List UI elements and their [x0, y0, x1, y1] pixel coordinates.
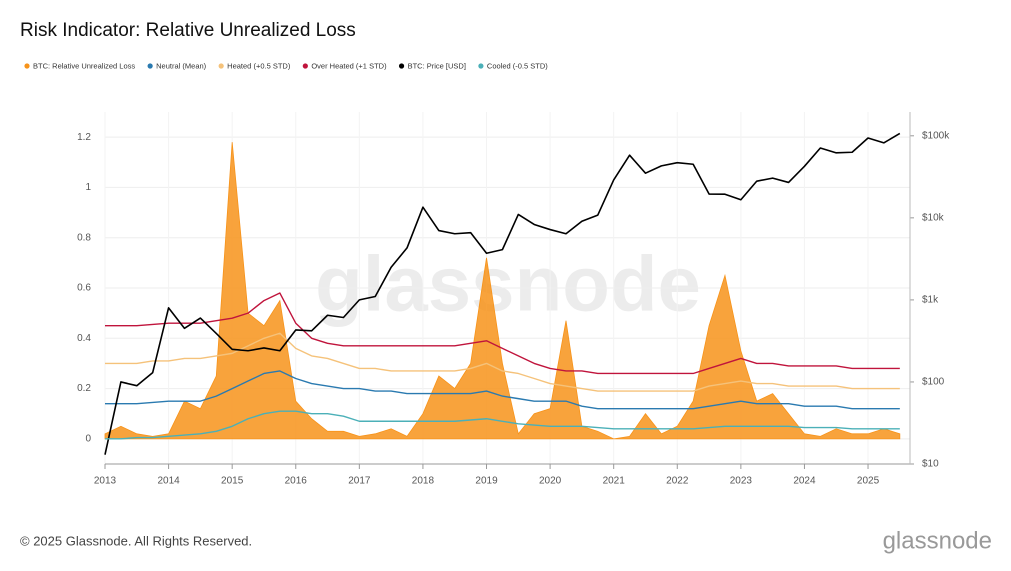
y2-tick-label: $100k	[922, 130, 950, 141]
legend-marker	[218, 63, 224, 69]
legend-label: Neutral (Mean)	[156, 61, 207, 70]
legend-label: BTC: Relative Unrealized Loss	[33, 61, 135, 70]
x-tick-label: 2013	[94, 476, 117, 487]
line	[105, 292, 900, 375]
legend-marker	[24, 63, 30, 69]
legend-marker	[302, 63, 308, 69]
y2-tick-label: $10	[922, 459, 939, 470]
legend-label: Cooled (-0.5 STD)	[487, 61, 548, 70]
y-tick-label: 1.2	[77, 132, 91, 143]
y-tick-label: 1	[85, 182, 91, 193]
x-tick-label: 2015	[221, 476, 244, 487]
legend-marker	[478, 63, 484, 69]
line	[105, 410, 900, 440]
area	[104, 142, 901, 440]
logo: glassnode	[883, 527, 992, 554]
line	[105, 332, 900, 392]
x-tick-label: 2023	[730, 476, 753, 487]
y-tick-label: 0.2	[77, 383, 91, 394]
y-tick-label: 0.8	[77, 232, 91, 243]
legend-label: BTC: Price [USD]	[408, 61, 466, 70]
y2-tick-label: $100	[922, 377, 945, 388]
x-tick-label: 2016	[285, 476, 308, 487]
y-tick-label: 0	[85, 433, 91, 444]
y-tick-label: 0.4	[77, 333, 91, 344]
legend-marker	[147, 63, 153, 69]
x-tick-label: 2014	[157, 476, 180, 487]
footer: © 2025 Glassnode. All Rights Reserved.	[20, 533, 252, 548]
x-tick-label: 2018	[412, 476, 435, 487]
line	[104, 132, 901, 455]
legend-label: Heated (+0.5 STD)	[227, 61, 291, 70]
x-tick-label: 2022	[666, 476, 689, 487]
x-tick-label: 2019	[475, 476, 498, 487]
legend-marker	[398, 63, 405, 69]
x-tick-label: 2020	[539, 476, 562, 487]
watermark: glassnode	[315, 240, 701, 328]
x-tick-label: 2021	[603, 476, 626, 487]
y2-tick-label: $10k	[922, 212, 945, 223]
chart-title: Risk Indicator: Relative Unrealized Loss	[20, 20, 356, 41]
x-tick-label: 2024	[793, 476, 816, 487]
y-tick-label: 0.6	[77, 283, 91, 294]
x-tick-label: 2025	[857, 476, 880, 487]
legend-label: Over Heated (+1 STD)	[311, 61, 387, 70]
line	[105, 370, 900, 410]
y2-tick-label: $1k	[922, 295, 939, 306]
x-tick-label: 2017	[348, 476, 371, 487]
